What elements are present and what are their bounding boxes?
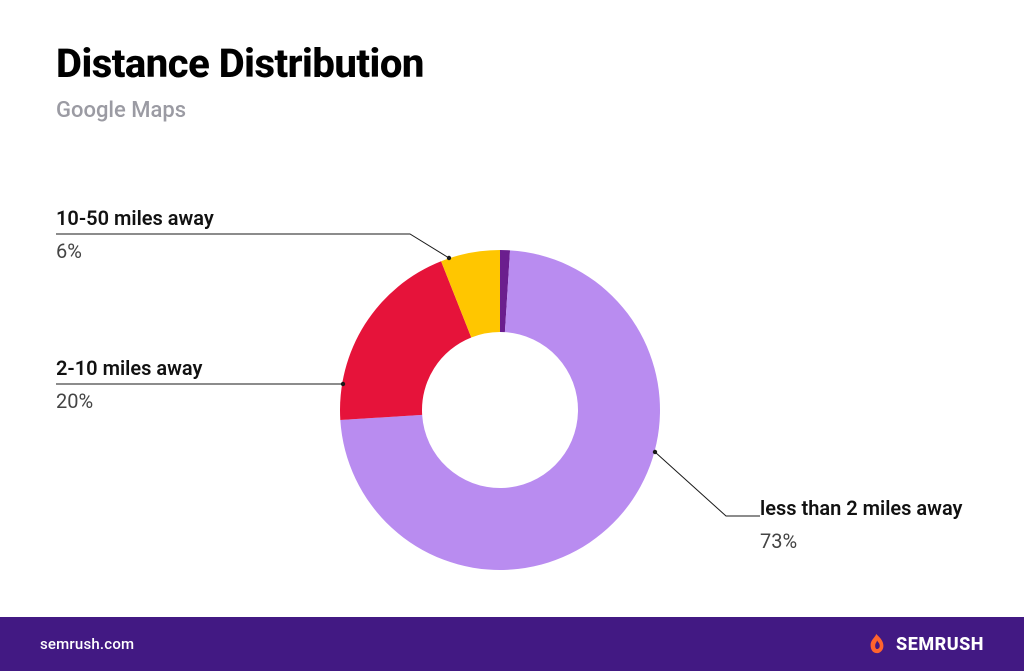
slice-pct-text: 20% [56, 387, 316, 416]
footer-bar: semrush.com SEMRUSH [0, 617, 1024, 671]
page: Distance Distribution Google Maps less t… [0, 0, 1024, 671]
donut-chart: less than 2 miles away 73% 2-10 miles away… [0, 120, 1024, 600]
brand-logo: SEMRUSH [866, 633, 984, 655]
leader-line-s1 [655, 452, 760, 516]
slice-pct-text: 73% [760, 527, 990, 556]
brand-text: SEMRUSH [896, 634, 984, 655]
slice-label-text: 2-10 miles away [56, 354, 316, 383]
slice-label-s2: 2-10 miles away 20% [56, 354, 316, 416]
slice-pct-text: 6% [56, 237, 316, 266]
slice-label-s3: 10-50 miles away 6% [56, 204, 316, 266]
leader-dot-s2 [341, 382, 345, 386]
footer-site-text: semrush.com [40, 635, 134, 653]
slice-label-text: less than 2 miles away [760, 494, 990, 523]
leader-dot-s1 [653, 450, 657, 454]
leader-dot-s3 [447, 256, 451, 260]
slice-label-s1: less than 2 miles away 73% [760, 494, 990, 556]
page-title: Distance Distribution [56, 40, 424, 87]
slice-label-text: 10-50 miles away [56, 204, 316, 233]
flame-icon [866, 633, 888, 655]
